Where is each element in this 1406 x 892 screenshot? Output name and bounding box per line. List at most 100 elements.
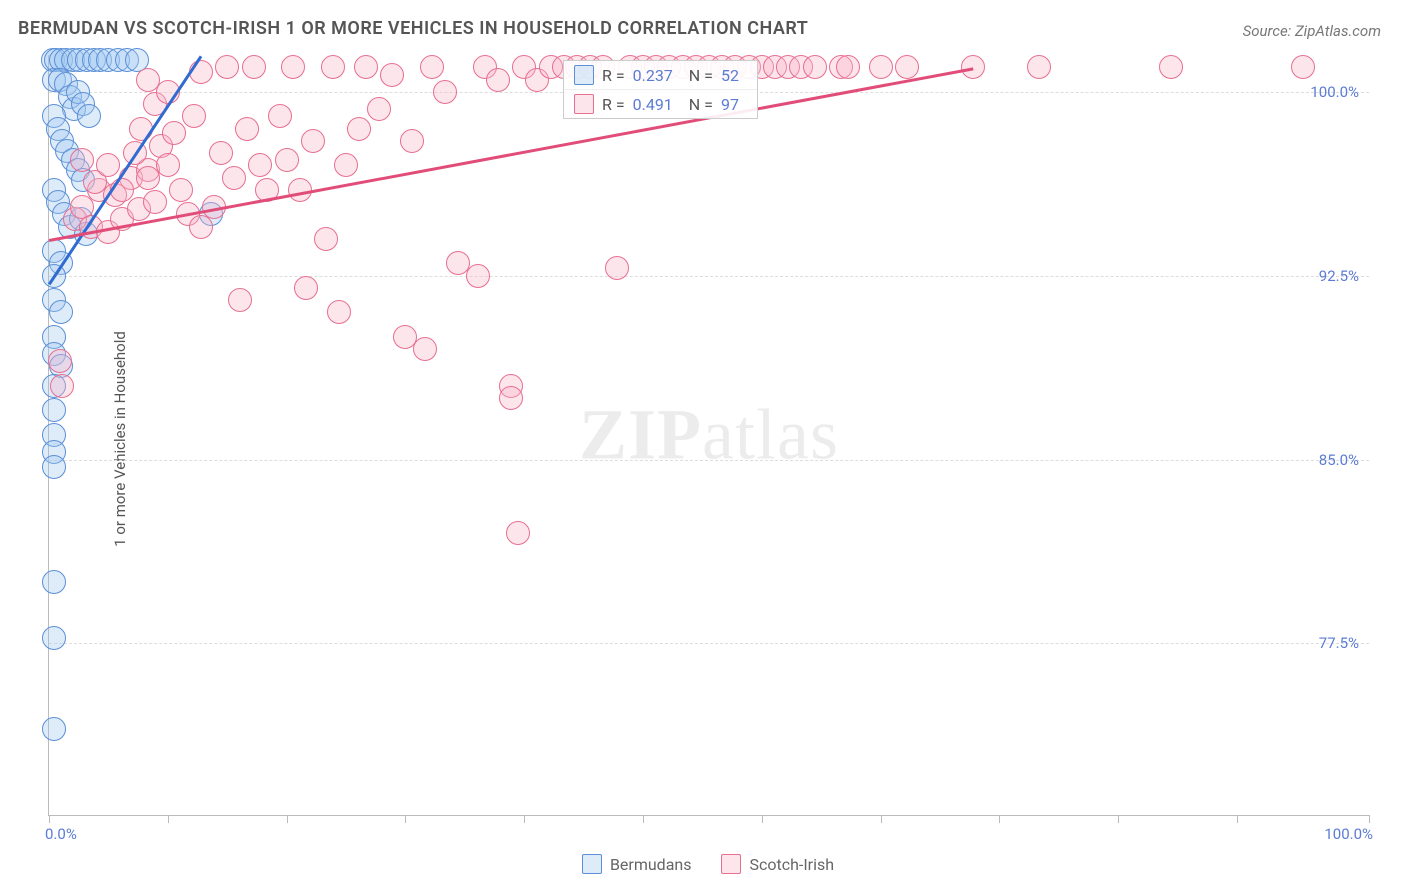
- scatter-point-scotch-irish: [1027, 55, 1051, 79]
- gridline-h: [49, 460, 1369, 461]
- chart-title: BERMUDAN VS SCOTCH-IRISH 1 OR MORE VEHIC…: [18, 18, 808, 39]
- scatter-point-scotch-irish: [235, 117, 259, 141]
- scatter-point-scotch-irish: [162, 121, 186, 145]
- scatter-point-scotch-irish: [48, 349, 72, 373]
- gridline-h: [49, 643, 1369, 644]
- swatch-scotch-irish: [721, 854, 741, 874]
- x-tick: [999, 815, 1000, 823]
- x-tick: [49, 815, 50, 823]
- stats-row-bermudans: R = 0.237 N = 52: [564, 61, 757, 89]
- scatter-point-scotch-irish: [347, 117, 371, 141]
- scatter-point-scotch-irish: [803, 55, 827, 79]
- r-label: R =: [602, 66, 625, 85]
- legend-label: Scotch-Irish: [749, 855, 834, 874]
- n-value: 52: [721, 66, 739, 85]
- trend-line-scotch-irish: [49, 67, 973, 241]
- scatter-point-scotch-irish: [466, 264, 490, 288]
- scatter-point-scotch-irish: [182, 104, 206, 128]
- scatter-point-scotch-irish: [242, 55, 266, 79]
- scatter-point-bermudans: [77, 104, 101, 128]
- scatter-point-scotch-irish: [499, 386, 523, 410]
- x-tick: [762, 815, 763, 823]
- stats-box: R = 0.237 N = 52 R = 0.491 N = 97: [563, 60, 758, 119]
- watermark: ZIPatlas: [579, 394, 839, 477]
- n-label: N =: [689, 66, 713, 85]
- scatter-point-scotch-irish: [400, 129, 424, 153]
- chart-container: BERMUDAN VS SCOTCH-IRISH 1 OR MORE VEHIC…: [0, 0, 1406, 892]
- source-attribution: Source: ZipAtlas.com: [1243, 22, 1381, 40]
- scatter-point-scotch-irish: [321, 55, 345, 79]
- legend: Bermudans Scotch-Irish: [48, 854, 1368, 874]
- scatter-point-scotch-irish: [420, 55, 444, 79]
- scatter-point-scotch-irish: [327, 300, 351, 324]
- scatter-point-scotch-irish: [143, 190, 167, 214]
- scatter-point-bermudans: [42, 717, 66, 741]
- scatter-point-scotch-irish: [1159, 55, 1183, 79]
- scatter-point-scotch-irish: [222, 166, 246, 190]
- scatter-point-scotch-irish: [354, 55, 378, 79]
- scatter-point-scotch-irish: [215, 55, 239, 79]
- swatch-bermudans: [582, 854, 602, 874]
- n-value: 97: [721, 95, 739, 114]
- scatter-point-scotch-irish: [275, 148, 299, 172]
- x-tick: [1237, 815, 1238, 823]
- y-tick-label: 92.5%: [1319, 267, 1359, 285]
- legend-label: Bermudans: [610, 855, 692, 874]
- x-tick-label: 100.0%: [1324, 825, 1373, 843]
- scatter-point-scotch-irish: [301, 129, 325, 153]
- x-tick: [1369, 815, 1370, 823]
- scatter-point-bermudans: [42, 455, 66, 479]
- scatter-point-scotch-irish: [605, 256, 629, 280]
- scatter-point-scotch-irish: [314, 227, 338, 251]
- x-tick: [881, 815, 882, 823]
- scatter-point-scotch-irish: [1291, 55, 1315, 79]
- scatter-point-scotch-irish: [70, 148, 94, 172]
- n-label: N =: [689, 95, 713, 114]
- scatter-point-scotch-irish: [228, 288, 252, 312]
- r-value: 0.491: [633, 95, 673, 114]
- scatter-point-scotch-irish: [836, 55, 860, 79]
- x-tick: [405, 815, 406, 823]
- scatter-point-scotch-irish: [486, 68, 510, 92]
- y-tick-label: 100.0%: [1310, 83, 1359, 101]
- x-tick: [1118, 815, 1119, 823]
- legend-item-scotch-irish: Scotch-Irish: [721, 854, 834, 874]
- scatter-point-bermudans: [42, 398, 66, 422]
- gridline-h: [49, 276, 1369, 277]
- scatter-point-scotch-irish: [433, 80, 457, 104]
- scatter-point-scotch-irish: [895, 55, 919, 79]
- scatter-point-scotch-irish: [506, 521, 530, 545]
- x-tick: [287, 815, 288, 823]
- scatter-point-scotch-irish: [209, 141, 233, 165]
- scatter-point-scotch-irish: [869, 55, 893, 79]
- scatter-point-scotch-irish: [248, 153, 272, 177]
- x-tick: [643, 815, 644, 823]
- scatter-point-scotch-irish: [413, 337, 437, 361]
- scatter-point-bermudans: [49, 300, 73, 324]
- scatter-point-scotch-irish: [189, 60, 213, 84]
- scatter-point-scotch-irish: [96, 153, 120, 177]
- stats-row-scotch-irish: R = 0.491 N = 97: [564, 89, 757, 118]
- scatter-point-scotch-irish: [156, 153, 180, 177]
- scatter-point-scotch-irish: [367, 97, 391, 121]
- scatter-point-scotch-irish: [268, 104, 292, 128]
- x-tick-label: 0.0%: [45, 825, 77, 843]
- scatter-point-scotch-irish: [50, 374, 74, 398]
- scatter-point-scotch-irish: [294, 276, 318, 300]
- scatter-point-bermudans: [42, 626, 66, 650]
- scatter-point-scotch-irish: [334, 153, 358, 177]
- swatch-scotch-irish: [574, 94, 594, 114]
- scatter-point-scotch-irish: [281, 55, 305, 79]
- r-value: 0.237: [633, 66, 673, 85]
- y-tick-label: 77.5%: [1319, 634, 1359, 652]
- scatter-point-scotch-irish: [380, 63, 404, 87]
- scatter-point-bermudans: [42, 570, 66, 594]
- plot-area: ZIPatlas 77.5%85.0%92.5%100.0%0.0%100.0%: [48, 55, 1369, 816]
- scatter-point-scotch-irish: [961, 55, 985, 79]
- r-label: R =: [602, 95, 625, 114]
- x-tick: [524, 815, 525, 823]
- scatter-point-scotch-irish: [169, 178, 193, 202]
- y-tick-label: 85.0%: [1319, 451, 1359, 469]
- x-tick: [168, 815, 169, 823]
- swatch-bermudans: [574, 65, 594, 85]
